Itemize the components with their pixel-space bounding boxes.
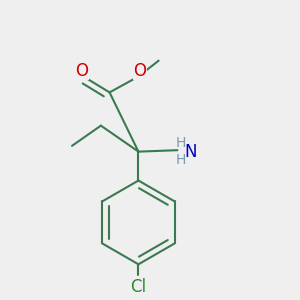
Text: H: H xyxy=(175,136,185,150)
Text: O: O xyxy=(76,62,88,80)
Text: N: N xyxy=(185,142,197,160)
Text: H: H xyxy=(175,153,185,167)
Text: O: O xyxy=(134,62,146,80)
Text: Cl: Cl xyxy=(130,278,146,296)
